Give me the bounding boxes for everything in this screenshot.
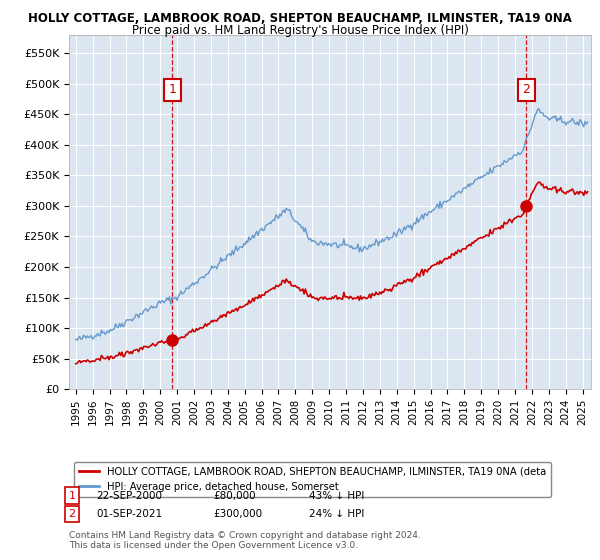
Legend: HOLLY COTTAGE, LAMBROOK ROAD, SHEPTON BEAUCHAMP, ILMINSTER, TA19 0NA (deta, HPI:: HOLLY COTTAGE, LAMBROOK ROAD, SHEPTON BE… <box>74 461 551 497</box>
Text: £300,000: £300,000 <box>213 509 262 519</box>
Text: Contains HM Land Registry data © Crown copyright and database right 2024.
This d: Contains HM Land Registry data © Crown c… <box>69 530 421 550</box>
Text: £80,000: £80,000 <box>213 491 256 501</box>
Text: 1: 1 <box>68 491 76 501</box>
Text: 2: 2 <box>523 83 530 96</box>
Text: Price paid vs. HM Land Registry's House Price Index (HPI): Price paid vs. HM Land Registry's House … <box>131 24 469 37</box>
Text: HOLLY COTTAGE, LAMBROOK ROAD, SHEPTON BEAUCHAMP, ILMINSTER, TA19 0NA: HOLLY COTTAGE, LAMBROOK ROAD, SHEPTON BE… <box>28 12 572 25</box>
Text: 24% ↓ HPI: 24% ↓ HPI <box>309 509 364 519</box>
Text: 01-SEP-2021: 01-SEP-2021 <box>96 509 162 519</box>
Text: 22-SEP-2000: 22-SEP-2000 <box>96 491 162 501</box>
Text: 1: 1 <box>169 83 176 96</box>
Text: 2: 2 <box>68 509 76 519</box>
Text: 43% ↓ HPI: 43% ↓ HPI <box>309 491 364 501</box>
